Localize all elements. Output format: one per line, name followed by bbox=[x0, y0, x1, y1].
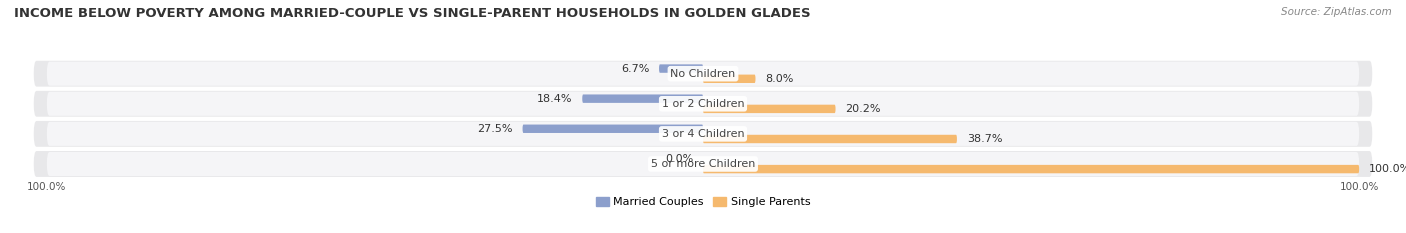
Text: 1 or 2 Children: 1 or 2 Children bbox=[662, 99, 744, 109]
FancyBboxPatch shape bbox=[34, 61, 1372, 87]
Text: 18.4%: 18.4% bbox=[537, 94, 572, 104]
FancyBboxPatch shape bbox=[34, 121, 1372, 147]
FancyBboxPatch shape bbox=[34, 91, 1372, 117]
Text: 100.0%: 100.0% bbox=[1340, 182, 1379, 192]
Text: INCOME BELOW POVERTY AMONG MARRIED-COUPLE VS SINGLE-PARENT HOUSEHOLDS IN GOLDEN : INCOME BELOW POVERTY AMONG MARRIED-COUPL… bbox=[14, 7, 811, 20]
Text: 3 or 4 Children: 3 or 4 Children bbox=[662, 129, 744, 139]
Text: 6.7%: 6.7% bbox=[621, 64, 650, 74]
FancyBboxPatch shape bbox=[46, 152, 1360, 176]
FancyBboxPatch shape bbox=[703, 135, 957, 143]
Text: 38.7%: 38.7% bbox=[967, 134, 1002, 144]
Text: 20.2%: 20.2% bbox=[845, 104, 882, 114]
FancyBboxPatch shape bbox=[703, 165, 1360, 173]
Text: 5 or more Children: 5 or more Children bbox=[651, 159, 755, 169]
Text: 27.5%: 27.5% bbox=[477, 124, 513, 134]
FancyBboxPatch shape bbox=[46, 92, 1360, 116]
Text: No Children: No Children bbox=[671, 69, 735, 79]
FancyBboxPatch shape bbox=[703, 105, 835, 113]
Text: 100.0%: 100.0% bbox=[1369, 164, 1406, 174]
FancyBboxPatch shape bbox=[46, 122, 1360, 146]
FancyBboxPatch shape bbox=[659, 64, 703, 73]
Text: Source: ZipAtlas.com: Source: ZipAtlas.com bbox=[1281, 7, 1392, 17]
FancyBboxPatch shape bbox=[703, 75, 755, 83]
FancyBboxPatch shape bbox=[582, 94, 703, 103]
Legend: Married Couples, Single Parents: Married Couples, Single Parents bbox=[592, 192, 814, 212]
Text: 100.0%: 100.0% bbox=[27, 182, 66, 192]
FancyBboxPatch shape bbox=[523, 125, 703, 133]
FancyBboxPatch shape bbox=[34, 151, 1372, 177]
FancyBboxPatch shape bbox=[46, 62, 1360, 86]
Text: 8.0%: 8.0% bbox=[765, 74, 794, 84]
Text: 0.0%: 0.0% bbox=[665, 154, 693, 164]
